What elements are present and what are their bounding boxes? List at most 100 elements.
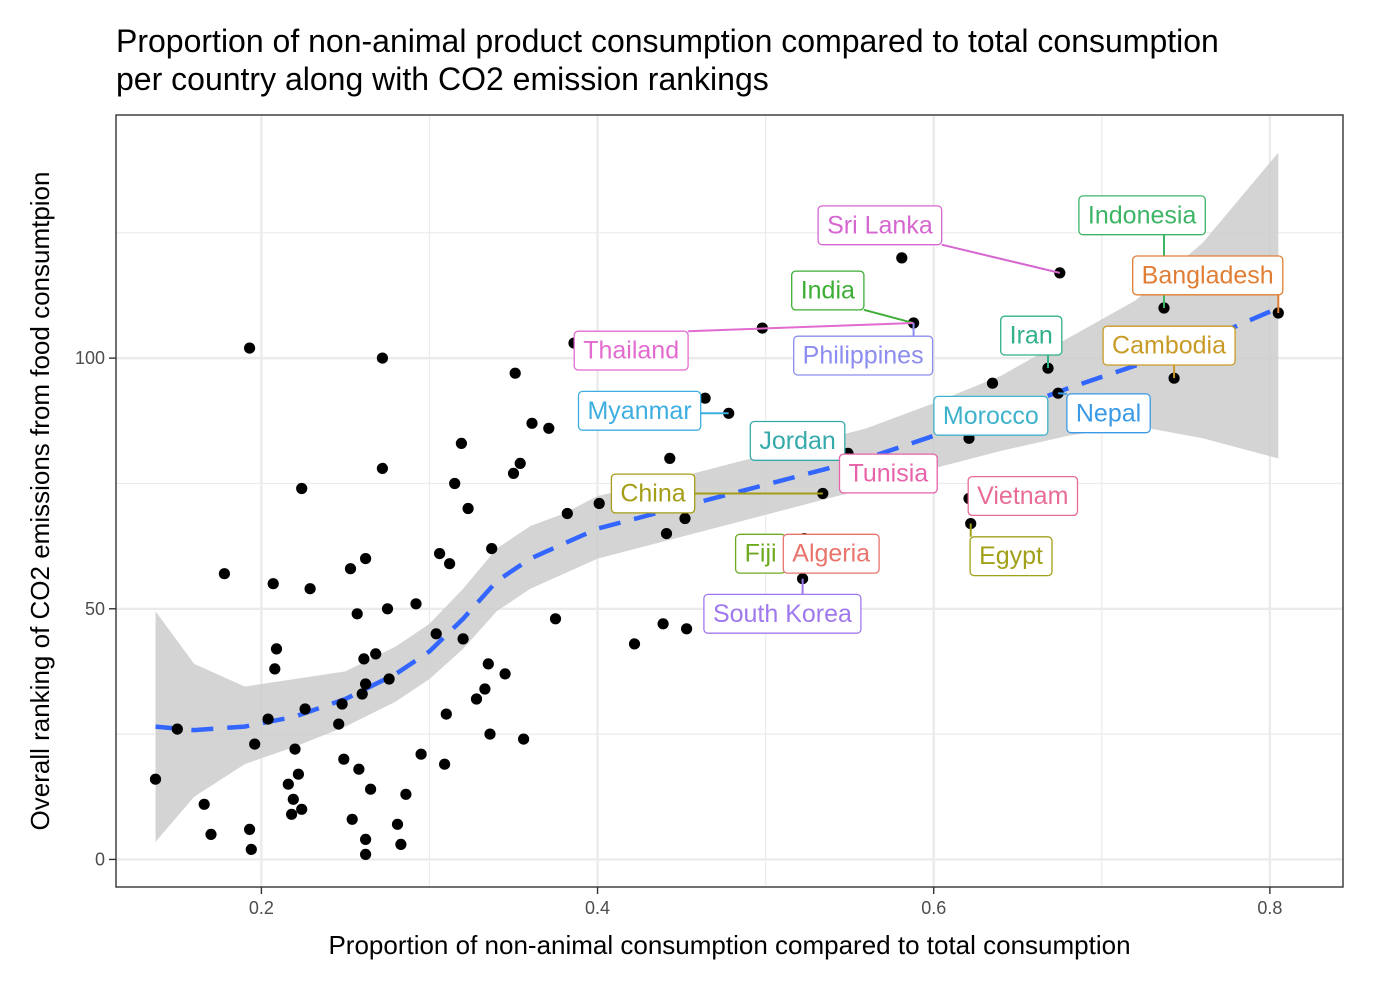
data-point bbox=[353, 763, 365, 775]
callout-fiji: Fiji bbox=[734, 533, 801, 574]
data-point bbox=[1052, 387, 1064, 399]
callout-label: Iran bbox=[1010, 322, 1053, 350]
data-point bbox=[549, 613, 562, 625]
callout-china: China bbox=[610, 473, 823, 514]
callout-morocco: Morocco bbox=[933, 395, 1049, 436]
data-point bbox=[289, 743, 301, 755]
data-point bbox=[299, 703, 311, 715]
data-point bbox=[358, 653, 370, 665]
data-point bbox=[333, 718, 345, 730]
data-point bbox=[509, 367, 521, 379]
callout-nepal: Nepal bbox=[1058, 392, 1151, 434]
data-point bbox=[360, 848, 372, 861]
data-point bbox=[657, 618, 669, 630]
callout-cambodia: Cambodia bbox=[1102, 325, 1236, 379]
data-point bbox=[338, 753, 350, 765]
y-axis-label: Overall ranking of CO2 emissions from fo… bbox=[25, 172, 55, 831]
callout-label: Jordan bbox=[759, 427, 835, 455]
data-point bbox=[262, 713, 274, 725]
callout-box bbox=[577, 390, 702, 431]
loess-trend-line bbox=[155, 305, 1280, 733]
data-point bbox=[908, 317, 920, 329]
callout-label: Indonesia bbox=[1088, 201, 1197, 229]
y-tick-label: 100 bbox=[75, 348, 105, 368]
callout-iran: Iran bbox=[1000, 315, 1063, 369]
data-point bbox=[482, 658, 494, 670]
callout-label: Philippines bbox=[803, 342, 924, 370]
data-point bbox=[336, 698, 348, 710]
callout-india: India bbox=[791, 270, 914, 325]
data-point bbox=[440, 708, 452, 720]
axes: 0.2 0.4 0.6 0.8 0 50 100 bbox=[75, 348, 1282, 918]
data-point bbox=[444, 558, 456, 570]
data-point bbox=[518, 733, 530, 745]
y-tick-label: 50 bbox=[85, 599, 105, 619]
data-point bbox=[198, 798, 210, 810]
callout-label: Nepal bbox=[1076, 399, 1141, 427]
callout-label: Tunisia bbox=[849, 459, 929, 487]
data-point bbox=[430, 628, 442, 640]
data-point bbox=[296, 803, 308, 815]
data-point bbox=[218, 568, 230, 580]
data-point bbox=[282, 778, 294, 790]
x-tick-label: 0.4 bbox=[585, 898, 610, 918]
data-point bbox=[681, 623, 693, 635]
data-point bbox=[383, 673, 395, 685]
callout-label: Morocco bbox=[943, 402, 1039, 430]
data-point bbox=[149, 773, 162, 785]
callout-leader-line bbox=[941, 243, 1061, 274]
callout-thailand: Thailand bbox=[573, 322, 914, 371]
callout-box bbox=[749, 420, 846, 461]
data-point bbox=[292, 768, 304, 780]
callout-indonesia: Indonesia bbox=[1078, 195, 1206, 309]
data-point bbox=[434, 548, 446, 560]
data-point bbox=[360, 678, 372, 690]
callout-box bbox=[573, 330, 689, 371]
data-point bbox=[205, 828, 217, 841]
data-point bbox=[346, 813, 358, 825]
data-point bbox=[543, 422, 555, 434]
callout-box bbox=[1132, 255, 1284, 296]
callout-label: Algeria bbox=[792, 540, 870, 568]
data-point bbox=[455, 437, 467, 449]
callout-box bbox=[610, 473, 696, 514]
callout-box bbox=[1000, 315, 1063, 356]
data-point bbox=[1042, 362, 1054, 374]
data-point bbox=[415, 748, 427, 760]
callout-vietnam: Vietnam bbox=[967, 475, 1079, 517]
callout-leader-line bbox=[688, 322, 914, 333]
data-point bbox=[486, 543, 498, 555]
data-point bbox=[351, 608, 363, 620]
data-point bbox=[360, 833, 372, 846]
callout-leader-line bbox=[863, 308, 914, 325]
callout-box bbox=[791, 270, 865, 311]
data-point bbox=[484, 728, 496, 740]
data-point bbox=[400, 788, 412, 800]
data-point bbox=[1168, 372, 1180, 384]
data-point bbox=[304, 583, 316, 595]
callout-tunisia: Tunisia bbox=[838, 453, 938, 494]
callout-sri-lanka: Sri Lanka bbox=[817, 205, 1061, 274]
callout-box bbox=[1102, 325, 1236, 366]
data-point bbox=[457, 633, 469, 645]
data-point bbox=[296, 482, 308, 495]
callout-box bbox=[967, 475, 1079, 517]
callout-algeria: Algeria bbox=[782, 533, 880, 574]
data-point bbox=[410, 598, 422, 610]
callout-box bbox=[793, 335, 934, 376]
data-point bbox=[628, 638, 641, 650]
data-point bbox=[439, 758, 451, 770]
callout-box bbox=[933, 395, 1049, 436]
callout-philippines: Philippines bbox=[793, 323, 934, 376]
data-point bbox=[365, 783, 377, 795]
data-point bbox=[526, 417, 538, 429]
data-point bbox=[245, 843, 257, 856]
callout-bangladesh: Bangladesh bbox=[1132, 255, 1284, 314]
x-tick-label: 0.6 bbox=[921, 898, 946, 918]
data-point bbox=[376, 352, 388, 364]
callout-label: China bbox=[620, 479, 685, 507]
chart-title: Proportion of non-animal product consump… bbox=[116, 22, 1219, 98]
data-point bbox=[797, 573, 809, 585]
data-point bbox=[244, 342, 256, 354]
